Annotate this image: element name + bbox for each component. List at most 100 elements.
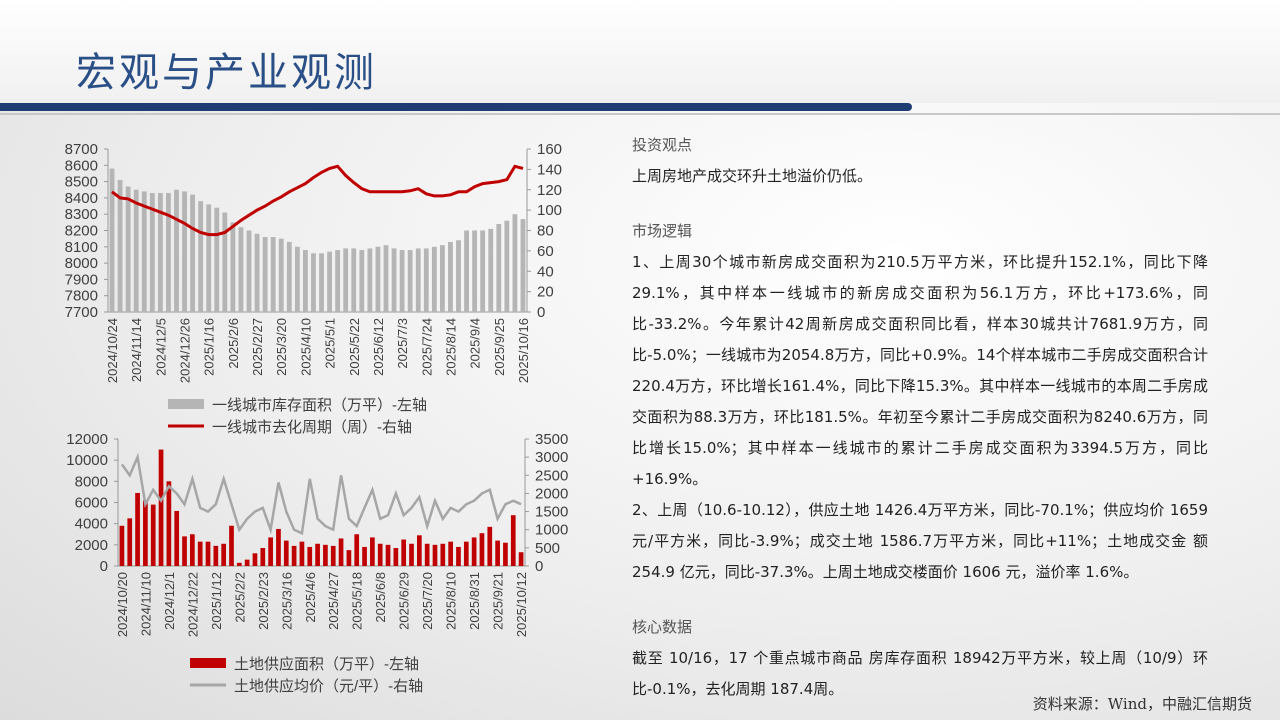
bar: [205, 541, 211, 566]
y2-tick-label: 3500: [535, 431, 568, 448]
bar: [117, 179, 123, 312]
bar: [503, 542, 508, 566]
y-tick-label: 8700: [65, 141, 98, 158]
bar: [415, 248, 421, 312]
x-tick-label: 2025/5/22: [347, 318, 362, 376]
bar: [488, 228, 494, 312]
bar: [230, 222, 236, 312]
bar: [367, 248, 373, 312]
bar: [236, 562, 242, 566]
x-tick-label: 2024/10/20: [115, 572, 130, 637]
bar: [518, 552, 524, 566]
bar: [409, 543, 414, 566]
bar: [125, 186, 131, 312]
bar: [278, 238, 284, 312]
y2-tick-label: 80: [537, 223, 554, 240]
bar: [495, 540, 500, 566]
x-tick-label: 2025/6/29: [397, 572, 412, 630]
y2-tick-label: 1500: [535, 504, 568, 521]
bar: [307, 546, 313, 566]
bar: [294, 246, 300, 312]
bar: [354, 534, 360, 566]
y2-tick-label: 1000: [535, 522, 568, 539]
x-tick-label: 2025/8/10: [444, 572, 459, 630]
y-tick-label: 8000: [65, 255, 98, 272]
bar: [471, 537, 477, 566]
bar: [166, 481, 172, 566]
y2-tick-label: 500: [535, 540, 560, 557]
bar: [149, 193, 155, 312]
y2-tick-label: 140: [537, 161, 562, 178]
bar: [283, 540, 289, 566]
y2-tick-label: 60: [537, 243, 554, 260]
y-tick-label: 8300: [65, 206, 98, 223]
bar: [375, 246, 381, 312]
bar: [456, 546, 461, 566]
bar: [399, 250, 405, 312]
section-heading: 核心数据: [632, 618, 693, 636]
x-tick-label: 2025/3/20: [274, 318, 289, 376]
bar: [370, 537, 375, 566]
y2-tick-label: 2500: [535, 467, 568, 484]
bar: [407, 250, 413, 312]
y2-tick-label: 160: [537, 141, 562, 158]
bar: [510, 515, 516, 566]
y-tick-label: 8100: [65, 239, 98, 256]
bar: [440, 543, 446, 566]
legend-label: 一线城市库存面积（万平）-左轴: [212, 397, 427, 414]
y-tick-label: 0: [100, 558, 108, 575]
bar: [252, 553, 258, 566]
y-tick-label: 8600: [65, 157, 98, 174]
bar: [214, 207, 220, 312]
bar: [260, 548, 266, 566]
bar: [479, 533, 485, 566]
x-tick-label: 2025/6/12: [371, 318, 386, 376]
bar: [432, 544, 438, 566]
x-tick-label: 2024/12/26: [178, 318, 193, 383]
bar: [385, 544, 391, 566]
x-tick-label: 2025/2/27: [250, 318, 265, 376]
y-tick-label: 8000: [75, 473, 108, 490]
section-heading: 市场逻辑: [632, 222, 693, 240]
bar: [213, 545, 219, 566]
bar: [268, 537, 273, 566]
x-tick-label: 2025/4/6: [303, 572, 318, 623]
x-tick-label: 2025/6/8: [373, 572, 388, 623]
text-column: 投资观点 上周房地产成交环升土地溢价仍低。 市场逻辑 1、上周30个城市新房成交面积为…: [632, 130, 1208, 705]
bar: [190, 534, 195, 566]
x-tick-label: 2024/12/1: [162, 572, 177, 630]
x-tick-label: 2025/1/16: [202, 318, 217, 376]
x-tick-label: 2025/9/21: [491, 572, 506, 630]
spacer: [632, 192, 1208, 216]
x-tick-label: 2024/12/22: [185, 572, 200, 637]
y-tick-label: 8400: [65, 190, 98, 207]
y2-tick-label: 3000: [535, 449, 568, 466]
bar: [448, 541, 453, 566]
bar: [351, 248, 357, 312]
paragraph: 上周房地产成交环升土地溢价仍低。: [632, 167, 873, 185]
legend-label: 土地供应面积（万平）-左轴: [234, 655, 419, 673]
header-stripe: [0, 103, 912, 111]
bar: [143, 500, 148, 566]
bar: [221, 543, 227, 566]
bar: [157, 193, 163, 312]
bar: [391, 248, 397, 312]
bar: [270, 237, 276, 312]
y-tick-label: 8200: [65, 223, 98, 240]
y2-tick-label: 2000: [535, 485, 568, 502]
bar: [244, 559, 250, 566]
spacer: [632, 588, 1208, 612]
legend-label: 土地供应均价（元/平）-右轴: [234, 677, 423, 695]
bar: [338, 538, 344, 566]
x-tick-label: 2025/10/12: [514, 572, 529, 637]
bar: [416, 535, 422, 566]
header-band: [0, 0, 1280, 103]
bar: [401, 539, 407, 566]
bar: [197, 541, 203, 566]
x-tick-label: 2024/12/5: [153, 318, 168, 376]
y-tick-label: 7800: [65, 288, 98, 305]
x-tick-label: 2025/7/3: [395, 318, 410, 369]
source-note: 资料来源：Wind，中融汇信期货: [1032, 695, 1252, 713]
bar: [327, 251, 333, 312]
